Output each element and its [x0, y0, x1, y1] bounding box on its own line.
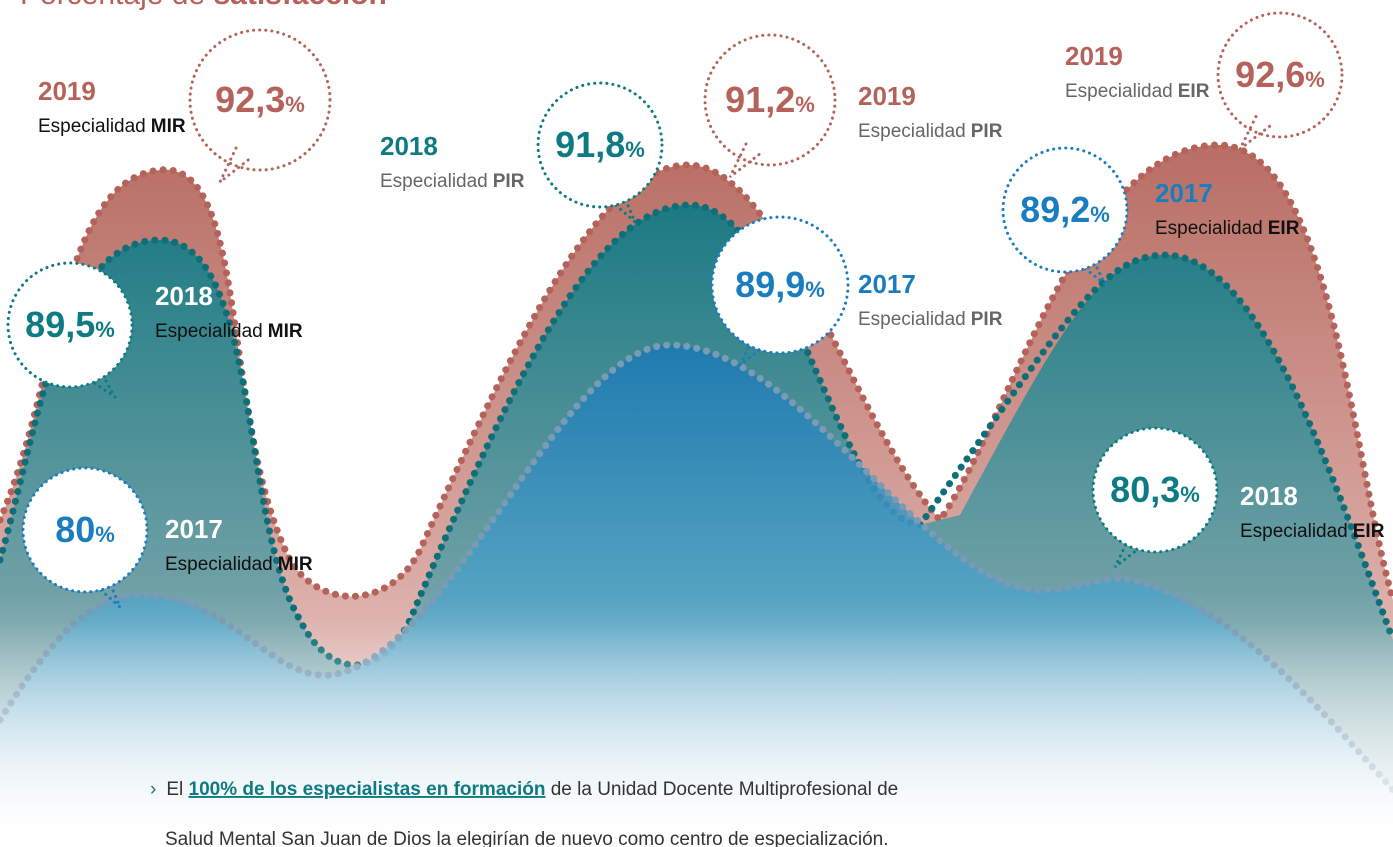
note-rest: de la Unidad Docente Multiprofesional de	[545, 779, 898, 800]
bullet: ›	[150, 779, 156, 800]
specialty-prefix: Especialidad	[858, 121, 966, 142]
specialty-name: MIR	[278, 554, 313, 575]
title-emphasis: satisfacción	[213, 0, 386, 11]
specialty-prefix: Especialidad	[380, 171, 488, 192]
specialty-prefix: Especialidad	[155, 321, 263, 342]
specialty-name: EIR	[1268, 218, 1300, 239]
specialty-prefix: Especialidad	[38, 116, 146, 137]
year: 2019	[1065, 41, 1123, 71]
bubble-tail	[730, 144, 762, 177]
note-lead: El	[166, 779, 188, 800]
year: 2018	[155, 281, 213, 311]
specialty-prefix: Especialidad	[165, 554, 273, 575]
specialty-prefix: Especialidad	[1065, 81, 1173, 102]
specialty-name: MIR	[268, 321, 303, 342]
specialty-name: PIR	[493, 171, 525, 192]
unit: %	[1180, 482, 1200, 507]
value: 89,9	[735, 264, 805, 305]
specialty-name: PIR	[971, 309, 1003, 330]
note-emphasis: 100% de los especialistas en formación	[189, 779, 546, 800]
value: 91,8	[555, 124, 625, 165]
unit: %	[625, 137, 645, 162]
value: 89,5	[25, 304, 95, 345]
title: Porcentaje de satisfacción	[20, 0, 387, 11]
bubble-value: 91,2%	[725, 79, 815, 120]
value: 92,3	[215, 79, 285, 120]
specialty-name: MIR	[151, 116, 186, 137]
specialty-name: PIR	[971, 121, 1003, 142]
year: 2019	[858, 81, 916, 111]
bubble-value: 92,3%	[215, 79, 305, 120]
bubble-value: 92,6%	[1235, 54, 1325, 95]
year: 2018	[1240, 481, 1298, 511]
note-line1: › El 100% de los especialistas en formaci…	[150, 779, 898, 800]
specialty-prefix: Especialidad	[1240, 521, 1348, 542]
note-line2: Salud Mental San Juan de Dios la elegirí…	[165, 829, 889, 847]
fade	[0, 620, 1393, 847]
unit: %	[1305, 67, 1325, 92]
year: 2019	[38, 76, 96, 106]
unit: %	[1090, 202, 1110, 227]
specialty-name: EIR	[1353, 521, 1385, 542]
specialty-name: EIR	[1178, 81, 1210, 102]
unit: %	[805, 277, 825, 302]
specialty-prefix: Especialidad	[858, 309, 966, 330]
unit: %	[795, 92, 815, 117]
unit: %	[95, 317, 115, 342]
title-prefix: Porcentaje de	[20, 0, 213, 11]
year: 2017	[858, 269, 916, 299]
value: 80	[55, 509, 95, 550]
year: 2017	[165, 514, 223, 544]
value: 91,2	[725, 79, 795, 120]
specialty-prefix: Especialidad	[1155, 218, 1263, 239]
year: 2017	[1155, 178, 1213, 208]
value: 92,6	[1235, 54, 1305, 95]
value: 80,3	[1110, 469, 1180, 510]
year: 2018	[380, 131, 438, 161]
unit: %	[285, 92, 305, 117]
value: 89,2	[1020, 189, 1090, 230]
infographic: Porcentaje de satisfacción 92,3% 2019 Espe…	[0, 0, 1393, 847]
unit: %	[95, 522, 115, 547]
